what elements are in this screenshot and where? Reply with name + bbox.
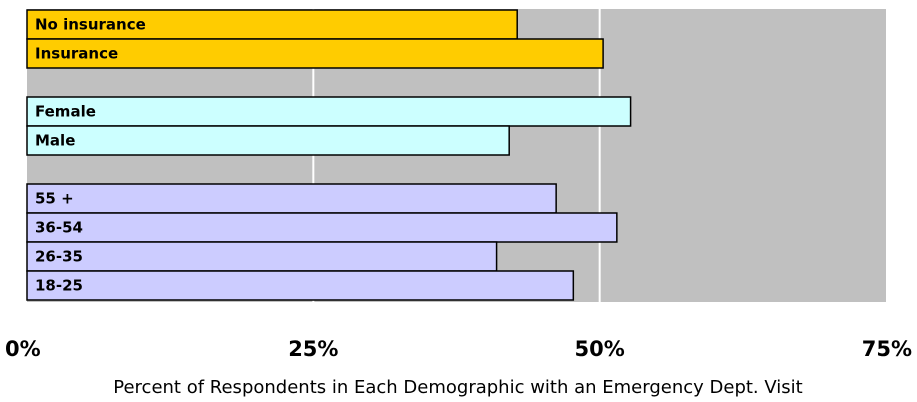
bar-male: [26, 125, 510, 156]
bar-no-insurance: [26, 9, 518, 40]
bar-female: [26, 96, 632, 127]
bar-label: 36-54: [35, 219, 83, 237]
bar-36-54: [26, 212, 618, 243]
bar-26-35: [26, 241, 498, 272]
bar-label: Female: [35, 103, 96, 121]
bar-label: Male: [35, 132, 75, 150]
bars-group: No insurance Insurance Female Male 55 + 36-54…: [26, 9, 632, 301]
x-axis-ticks: 0% 25% 50% 75%: [5, 337, 912, 361]
x-tick-label: 50%: [575, 337, 625, 361]
bar-label: No insurance: [35, 16, 146, 34]
bar-label: 18-25: [35, 277, 83, 295]
bar-55: [26, 183, 557, 214]
bar-insurance: [26, 38, 604, 69]
bar-18-25: [26, 270, 575, 301]
bar-label: 55 +: [35, 190, 74, 208]
x-tick-label: 25%: [288, 337, 338, 361]
x-axis-title: Percent of Respondents in Each Demograph…: [113, 377, 802, 398]
x-tick-label: 0%: [5, 337, 41, 361]
x-tick-label: 75%: [862, 337, 912, 361]
bar-label: Insurance: [35, 45, 118, 63]
bar-label: 26-35: [35, 248, 83, 266]
